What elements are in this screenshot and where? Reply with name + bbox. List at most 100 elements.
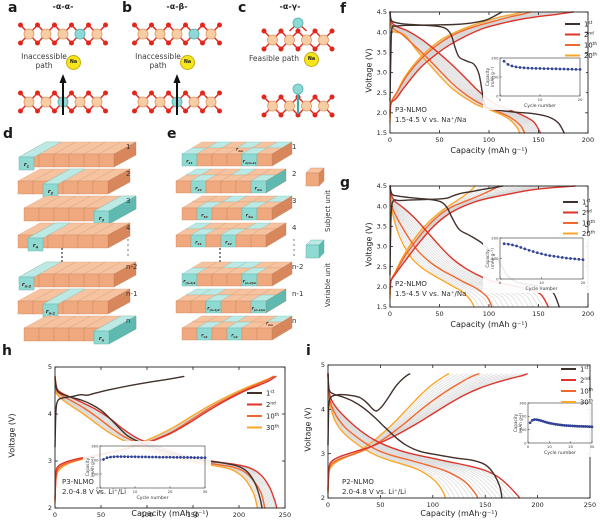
panel-c-letter: c bbox=[238, 0, 247, 16]
svg-text:100: 100 bbox=[491, 74, 499, 79]
svg-text:n-1: n-1 bbox=[126, 290, 137, 298]
panel-h-xlabel: Capacity (mAh g⁻¹) bbox=[131, 509, 209, 518]
sodium-ion-badge: Na bbox=[304, 52, 319, 67]
svg-text:150: 150 bbox=[187, 511, 199, 519]
svg-text:4.5: 4.5 bbox=[377, 8, 387, 16]
svg-text:2: 2 bbox=[292, 170, 296, 178]
panel-e-letter: e bbox=[167, 126, 177, 142]
svg-text:r4: r4 bbox=[33, 243, 39, 249]
panel-d-drawing: r1 1 r2 2 r3 3 r4 4 rn-2 n-2 rn-1 n-1 rn n bbox=[17, 141, 137, 345]
svg-text:r22: r22 bbox=[195, 186, 201, 192]
svg-text:100: 100 bbox=[491, 256, 499, 261]
svg-text:300: 300 bbox=[519, 400, 527, 405]
panel-i-ylabel: Voltage (V) bbox=[303, 407, 313, 452]
svg-text:Cycle number: Cycle number bbox=[137, 495, 169, 501]
panel-f-letter: f bbox=[340, 1, 347, 17]
svg-text:20: 20 bbox=[568, 444, 573, 449]
svg-text:10: 10 bbox=[538, 97, 543, 102]
svg-text:200: 200 bbox=[491, 55, 499, 60]
svg-text:5: 5 bbox=[321, 361, 325, 369]
svg-text:1.5: 1.5 bbox=[377, 129, 387, 137]
panel-d-stack-diagram: r1 1 r2 2 r3 3 r4 4 rn-2 n-2 rn-1 n-1 rn n bbox=[0, 128, 160, 345]
panel-i-letter: i bbox=[306, 343, 311, 359]
panel-c-molecule-drawing bbox=[261, 17, 335, 118]
svg-text:50: 50 bbox=[435, 310, 443, 318]
svg-text:2.0: 2.0 bbox=[377, 283, 387, 291]
svg-text:0: 0 bbox=[96, 485, 99, 490]
svg-text:r41: r41 bbox=[195, 240, 201, 246]
svg-text:3: 3 bbox=[292, 197, 296, 205]
svg-text:4: 4 bbox=[321, 406, 325, 414]
panel-i-xlabel: Capacity (mAh·g⁻¹) bbox=[420, 509, 498, 518]
svg-text:150: 150 bbox=[532, 136, 544, 144]
svg-text:0: 0 bbox=[496, 276, 499, 281]
panel-f-ylabel: Voltage (V) bbox=[364, 48, 374, 93]
svg-text:2: 2 bbox=[321, 494, 325, 502]
svg-text:Capacity: Capacity bbox=[513, 413, 518, 432]
svg-text:1: 1 bbox=[126, 143, 130, 151]
panel-h-chart: 0 50 100 150 200 250 2 3 4 5 0 10 20 30 0 100 200 300 Cycl… bbox=[0, 345, 312, 526]
svg-text:10: 10 bbox=[547, 444, 552, 449]
svg-text:100: 100 bbox=[519, 427, 527, 432]
svg-text:r(n-2)1: r(n-2)1 bbox=[183, 279, 196, 285]
svg-text:30: 30 bbox=[590, 444, 595, 449]
svg-text:100: 100 bbox=[141, 511, 153, 519]
panel-c-path-label: Feasible path bbox=[249, 54, 299, 63]
svg-text:50: 50 bbox=[435, 136, 443, 144]
svg-text:20th: 20th bbox=[582, 230, 595, 238]
svg-text:3.0: 3.0 bbox=[377, 243, 387, 251]
svg-text:2nd: 2nd bbox=[266, 401, 276, 409]
panel-i-chart: 0 50 100 150 200 250 2 3 4 5 0 10 20 30 0 100 200 300 Cycl… bbox=[300, 345, 600, 526]
svg-text:1st: 1st bbox=[584, 20, 593, 28]
svg-text:2nd: 2nd bbox=[584, 31, 594, 39]
svg-text:1st: 1st bbox=[580, 365, 589, 373]
panel-a-path-label: Inaccessible path bbox=[21, 52, 67, 70]
svg-text:2: 2 bbox=[48, 504, 52, 512]
panel-e-stack-diagram: r11 r1(m-1) r1m 1 r22 r2m 2 r32 r3m 3 r41 r42 4 r(n-2… bbox=[160, 128, 333, 345]
svg-text:rn: rn bbox=[99, 336, 105, 342]
svg-text:0: 0 bbox=[99, 489, 102, 494]
svg-text:rn-2: rn-2 bbox=[22, 282, 32, 288]
svg-text:r(n-1)m: r(n-1)m bbox=[252, 306, 266, 312]
svg-text:r42: r42 bbox=[225, 240, 231, 246]
svg-text:200: 200 bbox=[519, 414, 527, 419]
panel-f-chart: 0 50 100 150 200 1.5 2.0 2.5 3.0 3.5 4.0 4.5 0 10 20 0 1… bbox=[333, 0, 600, 172]
panel-g-annotation: P2-NLMO 1.5-4.5 V vs. Na⁺/Na bbox=[395, 280, 467, 298]
svg-text:3: 3 bbox=[48, 457, 52, 465]
svg-text:(mAh g⁻¹): (mAh g⁻¹) bbox=[90, 456, 95, 477]
svg-text:r32: r32 bbox=[201, 213, 207, 219]
panel-f-xlabel: Capacity (mAh g⁻¹) bbox=[450, 146, 528, 155]
svg-text:250: 250 bbox=[584, 501, 596, 509]
svg-text:3.0: 3.0 bbox=[377, 69, 387, 77]
panel-b-molecule-drawing bbox=[132, 22, 222, 115]
svg-text:150: 150 bbox=[479, 501, 491, 509]
svg-text:0: 0 bbox=[388, 310, 392, 318]
svg-text:0: 0 bbox=[496, 93, 499, 98]
panel-c-title: -α-γ- bbox=[279, 2, 301, 11]
svg-text:0: 0 bbox=[499, 97, 502, 102]
svg-text:2.5: 2.5 bbox=[377, 263, 387, 271]
svg-text:100: 100 bbox=[483, 310, 495, 318]
svg-text:250: 250 bbox=[279, 511, 291, 519]
svg-text:2.5: 2.5 bbox=[377, 89, 387, 97]
svg-text:r2m: r2m bbox=[255, 186, 262, 192]
svg-text:200: 200 bbox=[582, 136, 594, 144]
panel-b-structure: -α-β- Inaccessible path Na bbox=[122, 0, 232, 128]
svg-text:rn2: rn2 bbox=[231, 333, 237, 339]
svg-text:4: 4 bbox=[48, 410, 52, 418]
panel-b-title: -α-β- bbox=[166, 2, 188, 11]
svg-text:1st: 1st bbox=[582, 198, 591, 206]
svg-text:n-2: n-2 bbox=[292, 263, 303, 271]
svg-text:0: 0 bbox=[53, 511, 57, 519]
legend-variable-unit-label: Variable unit bbox=[324, 262, 332, 308]
svg-text:20: 20 bbox=[168, 489, 173, 494]
panel-h-ylabel: Voltage (V) bbox=[7, 413, 17, 458]
panel-d-letter: d bbox=[3, 126, 14, 142]
svg-text:100: 100 bbox=[427, 501, 439, 509]
panel-b-path-label: Inaccessible path bbox=[135, 52, 181, 70]
svg-text:(mAh g⁻¹): (mAh g⁻¹) bbox=[490, 66, 495, 87]
sodium-ion-badge: Na bbox=[66, 55, 81, 70]
panel-f-annotation: P3-NLMO 1.5-4.5 V vs. Na⁺/Na bbox=[395, 106, 467, 124]
